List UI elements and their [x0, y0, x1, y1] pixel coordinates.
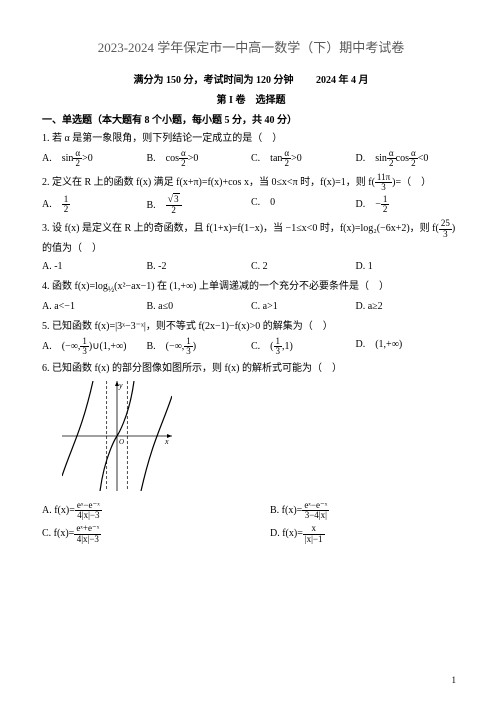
svg-text:x: x: [164, 437, 169, 446]
question-5-options: A. (−∞,13)∪(1,+∞) B. (−∞,13) C. (13,1) D…: [42, 337, 460, 357]
part-heading: 一、单选题（本大题有 8 个小题，每小题 5 分，共 40 分）: [42, 113, 460, 129]
exam-page: 2023-2024 学年保定市一中高一数学（下）期中考试卷 满分为 150 分，…: [0, 0, 502, 544]
q6-option-c: C. f(x)=eˣ+e⁻ˣ4|x|−3: [42, 524, 270, 544]
q4-option-a: A. a<−1: [42, 299, 147, 315]
q2-option-d: D. −12: [356, 195, 461, 216]
subtitle-left: 满分为 150 分，考试时间为 120 分钟: [134, 75, 294, 86]
question-4-options: A. a<−1 B. a≤0 C. a>1 D. a≥2: [42, 299, 460, 315]
svg-text:O: O: [119, 438, 124, 446]
q1-option-a: A. sinα2>0: [42, 149, 147, 169]
question-5: 5. 已知函数 f(x)=|3ˣ−3⁻ˣ|，则不等式 f(2x−1)−f(x)>…: [42, 319, 460, 335]
q5-option-b: B. (−∞,13): [147, 337, 252, 357]
q3-option-d: D. 1: [356, 259, 461, 275]
q2-option-a: A. 12: [42, 195, 147, 216]
q5-option-c: C. (13,1): [251, 337, 356, 357]
question-6-options-row1: A. f(x)=eˣ−e⁻ˣ4|x|−3 B. f(x)=eˣ−e⁻ˣ3−4|x…: [42, 501, 460, 521]
q4-option-d: D. a≥2: [356, 299, 461, 315]
question-1: 1. 若 α 是第一象限角，则下列结论一定成立的是（ ）: [42, 131, 460, 147]
q2-option-b: B. 32: [147, 195, 252, 216]
q1-option-d: D. sinα2cosα2<0: [356, 149, 461, 169]
q6-option-d: D. f(x)=x|x|−1: [270, 524, 460, 544]
q1-option-c: C. tanα2>0: [251, 149, 356, 169]
q6-option-b: B. f(x)=eˣ−e⁻ˣ3−4|x|: [270, 501, 460, 521]
q1-option-b: B. cosα2>0: [147, 149, 252, 169]
q3-option-a: A. -1: [42, 259, 147, 275]
q4-option-b: B. a≤0: [147, 299, 252, 315]
q5-option-a: A. (−∞,13)∪(1,+∞): [42, 337, 147, 357]
q4-option-c: C. a>1: [251, 299, 356, 315]
q3-option-b: B. -2: [147, 259, 252, 275]
question-1-options: A. sinα2>0 B. cosα2>0 C. tanα2>0 D. sinα…: [42, 149, 460, 169]
svg-text:y: y: [118, 381, 123, 390]
subtitle-right: 2024 年 4 月: [316, 75, 369, 86]
question-4: 4. 函数 f(x)=log½(x²−ax−1) 在 (1,+∞) 上单调递减的…: [42, 279, 460, 296]
question-2-options: A. 12 B. 32 C. 0 D. −12: [42, 195, 460, 216]
question-2: 2. 定义在 R 上的函数 f(x) 满足 f(x+π)=f(x)+cos x，…: [42, 173, 460, 193]
subtitle: 满分为 150 分，考试时间为 120 分钟 2024 年 4 月: [42, 73, 460, 89]
question-6-options-row2: C. f(x)=eˣ+e⁻ˣ4|x|−3 D. f(x)=x|x|−1: [42, 524, 460, 544]
q6-option-a: A. f(x)=eˣ−e⁻ˣ4|x|−3: [42, 501, 270, 521]
page-title: 2023-2024 学年保定市一中高一数学（下）期中考试卷: [42, 38, 460, 59]
q2-option-c: C. 0: [251, 195, 356, 216]
question-6: 6. 已知函数 f(x) 的部分图像如图所示，则 f(x) 的解析式可能为（ ）: [42, 361, 460, 377]
page-number: 1: [452, 675, 457, 685]
q5-option-d: D. (1,+∞): [356, 337, 461, 357]
function-graph: y x O: [62, 381, 460, 497]
question-3-tail: 的值为（ ）: [42, 241, 460, 257]
question-3-options: A. -1 B. -2 C. 2 D. 1: [42, 259, 460, 275]
section-title: 第 I 卷 选择题: [42, 93, 460, 109]
q3-option-c: C. 2: [251, 259, 356, 275]
question-3: 3. 设 f(x) 是定义在 R 上的奇函数，且 f(1+x)=f(1−x)，当…: [42, 219, 460, 239]
